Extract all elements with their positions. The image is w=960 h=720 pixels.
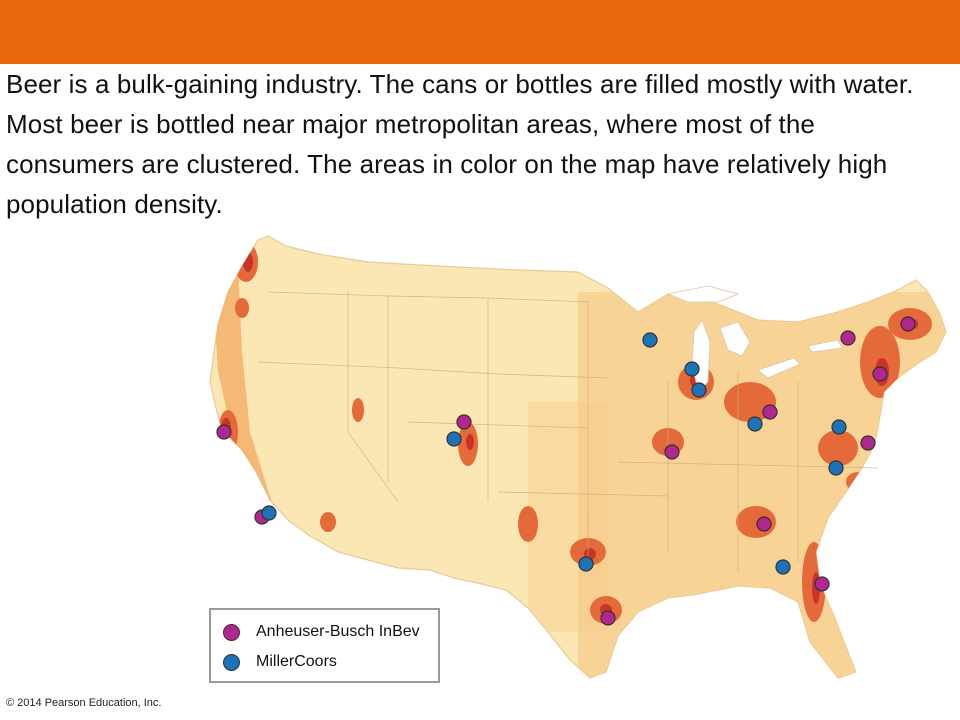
ab-marker-jacksonville bbox=[814, 576, 830, 592]
mc-marker-eden bbox=[828, 460, 844, 476]
legend-label: Anheuser-Busch InBev bbox=[256, 623, 420, 640]
ab-marker-houston bbox=[600, 610, 616, 626]
great-lakes bbox=[666, 285, 843, 393]
ab-marker-st-louis bbox=[664, 444, 680, 460]
slide-header-bar bbox=[0, 0, 960, 64]
blue-circle-icon bbox=[223, 653, 240, 671]
mc-marker-golden bbox=[446, 431, 462, 447]
mc-marker-chicago-area bbox=[691, 382, 707, 398]
legend-item-millercoors: MillerCoors bbox=[223, 650, 337, 674]
ab-marker-williamsburg bbox=[860, 435, 876, 451]
copyright-notice: © 2014 Pearson Education, Inc. bbox=[6, 697, 162, 709]
us-population-density-map bbox=[198, 232, 960, 684]
ab-marker-columbus bbox=[762, 404, 778, 420]
legend-label: MillerCoors bbox=[256, 653, 337, 670]
mc-marker-trenton-oh bbox=[747, 416, 763, 432]
mc-marker-albany-ga bbox=[775, 559, 791, 575]
mc-marker-milwaukee bbox=[684, 361, 700, 377]
mc-marker-elkton bbox=[831, 419, 847, 435]
map-legend: Anheuser-Busch InBev MillerCoors bbox=[209, 608, 440, 683]
ab-marker-cartersville bbox=[756, 516, 772, 532]
ab-marker-fort-collins bbox=[456, 414, 472, 430]
slide-caption: Beer is a bulk-gaining industry. The can… bbox=[6, 69, 914, 219]
mc-marker-irwindale bbox=[261, 505, 277, 521]
state-borders bbox=[257, 291, 879, 572]
ab-marker-baldwinsville bbox=[840, 330, 856, 346]
millercoors-markers bbox=[261, 332, 847, 575]
legend-item-anheuser-busch: Anheuser-Busch InBev bbox=[223, 620, 420, 644]
anheuser-busch-markers bbox=[216, 316, 916, 626]
ab-marker-merrimack bbox=[900, 316, 916, 332]
mc-marker-fort-worth bbox=[578, 556, 594, 572]
mc-marker-chippewa-falls bbox=[642, 332, 658, 348]
purple-circle-icon bbox=[223, 623, 240, 641]
ab-marker-fairfield bbox=[216, 424, 232, 440]
map-svg bbox=[209, 235, 947, 679]
ab-marker-newark bbox=[872, 366, 888, 382]
